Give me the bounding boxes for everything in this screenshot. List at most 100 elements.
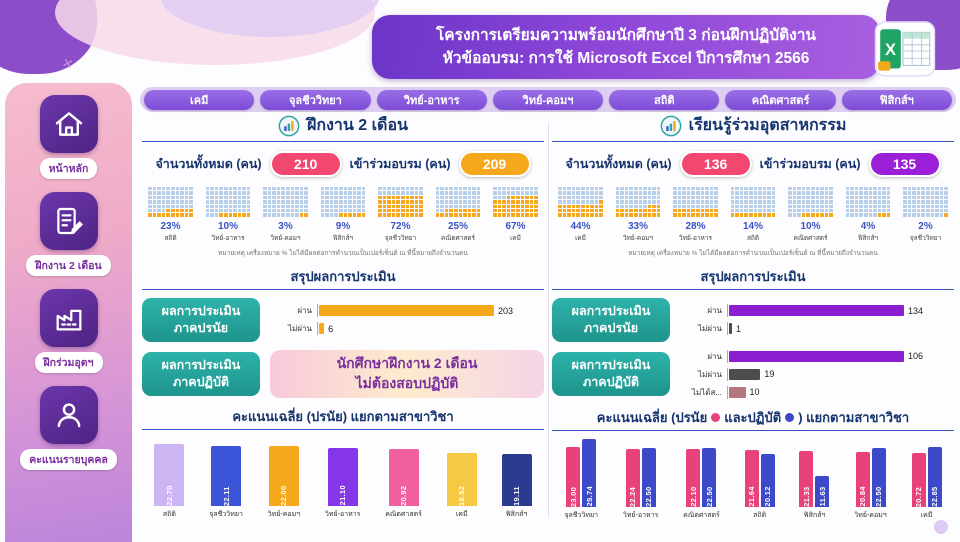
waffle-1: 10% วิทย์-อาหาร xyxy=(202,187,255,243)
result-value: 203 xyxy=(498,305,514,316)
waffle-grid xyxy=(205,187,251,217)
waffle-value: 25% xyxy=(447,220,468,232)
summary-title-text: สรุปผลการประเมิน xyxy=(290,268,396,284)
waffle-grid xyxy=(263,187,308,217)
sidebar-item-label: ฝึกงาน 2 เดือน xyxy=(26,255,111,276)
avg-bar-value: 22.70 xyxy=(164,485,174,506)
result-bar xyxy=(729,386,746,398)
avg-bar: 19.11 xyxy=(501,453,532,506)
avg-bar-group-0: 23.00 25.74 จุลชีววิทยา xyxy=(564,439,598,519)
avg-bar-ปรนัย: 21.33 xyxy=(799,450,814,507)
result-category: ไม่ผ่าน xyxy=(698,324,722,334)
eval-label-line: ภาคปรนัย xyxy=(583,320,639,335)
kpi-value: 209 xyxy=(458,151,531,177)
avg-bar-ปรนัย: 23.00 xyxy=(566,446,581,507)
result-bar xyxy=(729,323,732,335)
eval-label-line: ผลการประเมิน xyxy=(571,358,651,373)
waffle-category: คณิตศาสตร์ xyxy=(440,234,476,242)
sidebar-item-internship[interactable]: ฝึกงาน 2 เดือน xyxy=(26,192,111,276)
result-bar-zone: 10 xyxy=(727,385,954,399)
sidebar-item-industry[interactable]: ฝึกร่วมอุตฯ xyxy=(34,289,103,373)
result-category: ผ่าน xyxy=(707,306,722,316)
avg-bar-category: คณิตศาสตร์ xyxy=(385,510,422,518)
attendance-waffle-row: 44% เคมี 33% วิทย์-คอมฯ 28% วิทย์-อาหาร 14% สถิ… xyxy=(552,187,954,243)
tab-mathematics[interactable]: คณิตศาสตร์ xyxy=(725,89,836,110)
waffle-4: 72% จุลชีววิทยา xyxy=(374,187,427,243)
tab-chemistry[interactable]: เคมี xyxy=(144,89,255,110)
avg-score-grouped-chart: 23.00 25.74 จุลชีววิทยา 22.24 22.50 วิทย์-อาห… xyxy=(552,437,954,519)
summary-title-text: สรุปผลการประเมิน xyxy=(700,268,806,284)
waffle-grid xyxy=(148,187,193,217)
waffle-3: 9% ฟิสิกส์ฯ xyxy=(317,187,370,243)
tab-microbiology[interactable]: จุลชีววิทยา xyxy=(260,89,371,110)
avg-bar-value: 22.24 xyxy=(628,486,638,507)
waffle-value: 28% xyxy=(685,220,706,232)
result-bar xyxy=(319,305,494,317)
waffle-grid xyxy=(673,187,718,217)
tab-computer-science[interactable]: วิทย์-คอมฯ xyxy=(492,89,604,110)
avg-bar-value: 20.12 xyxy=(763,486,773,507)
avg-bar-ปรนัย: 20.84 xyxy=(855,452,870,507)
bar-chart-icon xyxy=(660,115,682,137)
waffle-category: สถิติ xyxy=(746,234,760,242)
tab-food-science[interactable]: วิทย์-อาหาร xyxy=(376,89,487,110)
practical-exempt-line: นักศึกษาฝึกงาน 2 เดือน xyxy=(336,355,478,372)
waffle-grid xyxy=(903,187,948,217)
result-bar-zone: 106 xyxy=(727,349,954,363)
avg-bar-category: คณิตศาสตร์ xyxy=(683,511,720,519)
result-bar-zone: 6 xyxy=(317,322,544,336)
result-bar xyxy=(319,323,325,335)
waffle-value: 72% xyxy=(390,220,411,232)
sidebar-item-individual[interactable]: คะแนนรายบุคคล xyxy=(20,386,117,470)
kpi-value: 135 xyxy=(868,151,941,177)
factory-icon xyxy=(39,289,98,347)
result-category: ผ่าน xyxy=(297,306,312,316)
waffle-note: หมายเหตุ เครื่องหมาย % ไม่ได้มีผลต่อการค… xyxy=(218,249,468,257)
result-value: 10 xyxy=(749,387,760,398)
kpi-value: 136 xyxy=(679,151,752,177)
practical-eval-label: ผลการประเมิน ภาคปฏิบัติ xyxy=(142,351,260,396)
page-title: โครงการเตรียมความพร้อมนักศึกษาปี 3 ก่อนฝ… xyxy=(435,26,817,44)
eval-label-line: ผลการประเมิน xyxy=(571,303,651,318)
avg-bar-value: 22.00 xyxy=(279,485,289,506)
waffle-category: วิทย์-คอมฯ xyxy=(622,234,654,242)
avg-bar-ปฏิบัติ: 22.50 xyxy=(702,447,717,507)
tab-statistics[interactable]: สถิติ xyxy=(609,89,720,110)
avg-bar-value: 22.85 xyxy=(930,486,940,507)
objective-result-chart: ผ่าน 134 ไม่ผ่าน 1 xyxy=(680,304,954,336)
waffle-grid xyxy=(558,187,603,217)
practical-eval-row: ผลการประเมิน ภาคปฏิบัติ นักศึกษาฝึกงาน 2… xyxy=(142,349,544,398)
avg-bar-ปฏิบัติ: 25.74 xyxy=(582,439,597,507)
avg-bar-category: เคมี xyxy=(455,510,468,518)
waffle-category: ฟิสิกส์ฯ xyxy=(857,234,879,242)
avg-bar-pair: 20.72 22.85 xyxy=(911,446,942,507)
waffle-category: เคมี xyxy=(575,234,586,242)
decor-dot-bottom-right xyxy=(934,520,948,534)
home-icon xyxy=(39,95,98,153)
waffle-category: สถิติ xyxy=(164,234,177,242)
waffle-5: 4% ฟิสิกส์ฯ xyxy=(842,187,895,243)
waffle-value: 23% xyxy=(160,220,181,232)
page-subtitle: หัวข้ออบรม: การใช้ Microsoft Excel ปีการ… xyxy=(442,50,810,67)
avg-bar-value: 20.72 xyxy=(914,486,924,507)
sidebar-item-home[interactable]: หน้าหลัก xyxy=(39,95,98,179)
avg-bar-value: 21.64 xyxy=(747,486,757,507)
tab-physics[interactable]: ฟิสิกส์ฯ xyxy=(841,89,952,110)
avg-bar-value: 22.50 xyxy=(874,486,884,507)
waffle-category: คณิตศาสตร์ xyxy=(793,234,828,242)
avg-bar-group-6: 19.11 ฟิสิกส์ฯ xyxy=(501,453,532,518)
result-value: 1 xyxy=(736,323,742,334)
attendance-waffle-row: 23% สถิติ 10% วิทย์-อาหาร 3% วิทย์-คอมฯ 9% ฟิสิ… xyxy=(142,187,544,243)
waffle-grid xyxy=(615,187,661,217)
avg-bar-value: 22.50 xyxy=(644,486,654,507)
decor-x-left-icon: ✕ xyxy=(60,54,75,73)
kpi-row: จำนวนทั้งหมด (คน) 210 เข้าร่วมอบรม (คน) 209 xyxy=(142,151,544,177)
result-value: 6 xyxy=(328,323,334,334)
avg-bar-value: 25.74 xyxy=(584,486,594,507)
summary-title: สรุปผลการประเมิน xyxy=(552,266,954,290)
panel-header: ฝึกงาน 2 เดือน xyxy=(142,113,544,142)
waffle-value: 33% xyxy=(627,220,648,232)
result-value: 106 xyxy=(908,351,924,362)
waffle-value: 44% xyxy=(570,220,591,232)
avg-bar-value: 21.10 xyxy=(338,485,348,506)
